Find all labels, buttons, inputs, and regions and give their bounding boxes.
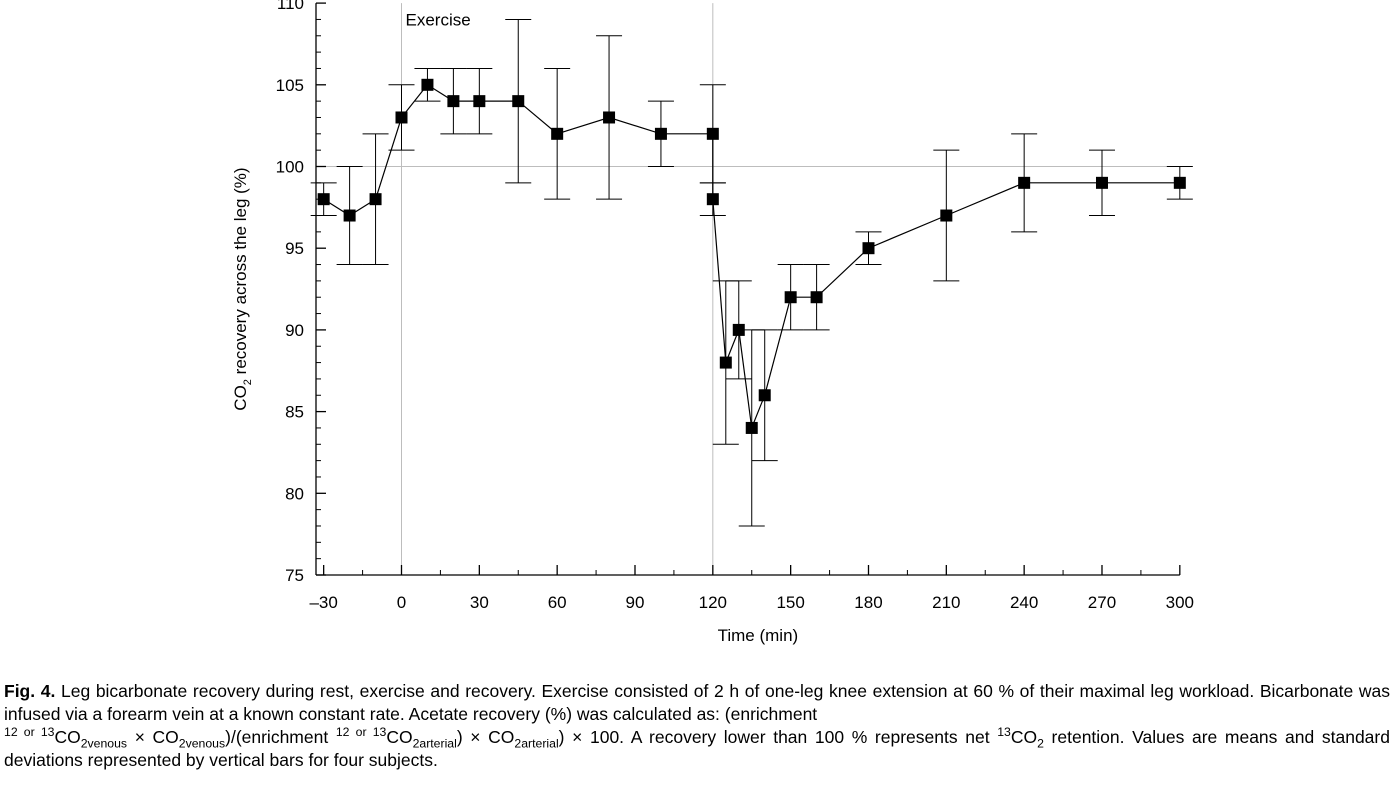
data-point — [1095, 176, 1108, 189]
caption-sub-arterial-2: 2arterial — [514, 736, 559, 751]
y-axis-label: CO2 recovery across the leg (%) — [231, 167, 254, 410]
data-point — [1173, 176, 1186, 189]
y-axis-label-sub: 2 — [242, 379, 254, 385]
data-point — [758, 389, 771, 402]
caption-sub-arterial: 2arterial — [412, 736, 457, 751]
data-point — [551, 127, 564, 140]
caption-sub-retention: 2 — [1037, 736, 1044, 751]
x-tick-label: 150 — [776, 593, 804, 612]
data-point — [395, 111, 408, 124]
data-markers — [317, 78, 1186, 434]
data-point — [369, 193, 382, 206]
x-tick-label: 30 — [470, 593, 489, 612]
data-point — [512, 95, 525, 108]
caption-times-2: ) × CO — [456, 727, 515, 747]
caption-sub-venous-2: 2venous — [178, 736, 226, 751]
data-point — [719, 356, 732, 369]
data-point — [343, 209, 356, 222]
axes: 75 80 85 90 95 100 105 110 –30 0 30 60 90 120 150 180 21… — [276, 0, 1194, 612]
x-axis-label: Time (min) — [718, 626, 799, 645]
data-point — [317, 193, 330, 206]
x-tick-label: 60 — [548, 593, 567, 612]
y-tick-label: 95 — [285, 239, 304, 258]
caption-label: Fig. 4. — [4, 681, 56, 701]
data-point — [732, 323, 745, 336]
data-point — [447, 95, 460, 108]
x-tick-label: 210 — [932, 593, 960, 612]
data-point — [810, 291, 823, 304]
caption-co2-venous: CO — [54, 727, 81, 747]
y-axis-label-pre: CO — [231, 385, 250, 411]
data-point — [940, 209, 953, 222]
exercise-annotation: Exercise — [406, 10, 471, 29]
y-tick-label: 100 — [276, 158, 304, 177]
caption-text-2: )/(enrichment — [225, 727, 336, 747]
data-point — [745, 421, 758, 434]
y-axis-label-post: recovery across the leg (%) — [231, 167, 250, 379]
caption-sub-venous: 2venous — [80, 736, 128, 751]
figure-caption: Fig. 4. Leg bicarbonate recovery during … — [4, 680, 1390, 772]
caption-text-1: Leg bicarbonate recovery during rest, ex… — [4, 681, 1391, 724]
caption-times-1: × CO — [127, 727, 179, 747]
data-point — [862, 242, 875, 255]
data-point — [1018, 176, 1031, 189]
data-point — [784, 291, 797, 304]
caption-co2-arterial: CO — [386, 727, 413, 747]
caption-sup-2: 12 or 13 — [335, 725, 387, 740]
y-tick-label: 110 — [277, 0, 304, 13]
y-tick-label: 105 — [276, 76, 304, 95]
caption-text-4: retention. Values are means and standard… — [4, 727, 1390, 770]
data-point — [421, 78, 434, 91]
y-tick-label: 90 — [285, 321, 304, 340]
x-tick-label: 300 — [1166, 593, 1194, 612]
x-tick-label: 240 — [1010, 593, 1038, 612]
caption-sup-1: 12 or 13 — [4, 725, 55, 740]
caption-text-3: ) × 100. A recovery lower than 100 % rep… — [558, 727, 998, 747]
data-point — [473, 95, 486, 108]
x-tick-label: 180 — [854, 593, 882, 612]
data-point — [603, 111, 616, 124]
error-bars — [310, 18, 1193, 527]
reference-lines — [316, 3, 1180, 575]
chart: 75 80 85 90 95 100 105 110 –30 0 30 60 90 120 150 180 21… — [231, 0, 1194, 645]
x-tick-label: 0 — [397, 593, 406, 612]
x-tick-label: 90 — [626, 593, 645, 612]
x-tick-label: 270 — [1088, 593, 1116, 612]
x-tick-label: –30 — [309, 593, 337, 612]
y-tick-label: 75 — [285, 566, 304, 585]
data-point — [654, 127, 667, 140]
y-tick-label: 85 — [285, 403, 304, 422]
y-tick-label: 80 — [285, 484, 304, 503]
data-point — [706, 193, 719, 206]
x-tick-label: 120 — [699, 593, 727, 612]
caption-sup-3: 13 — [997, 725, 1011, 740]
caption-co2-retention: CO — [1010, 727, 1038, 747]
data-point — [706, 127, 719, 140]
